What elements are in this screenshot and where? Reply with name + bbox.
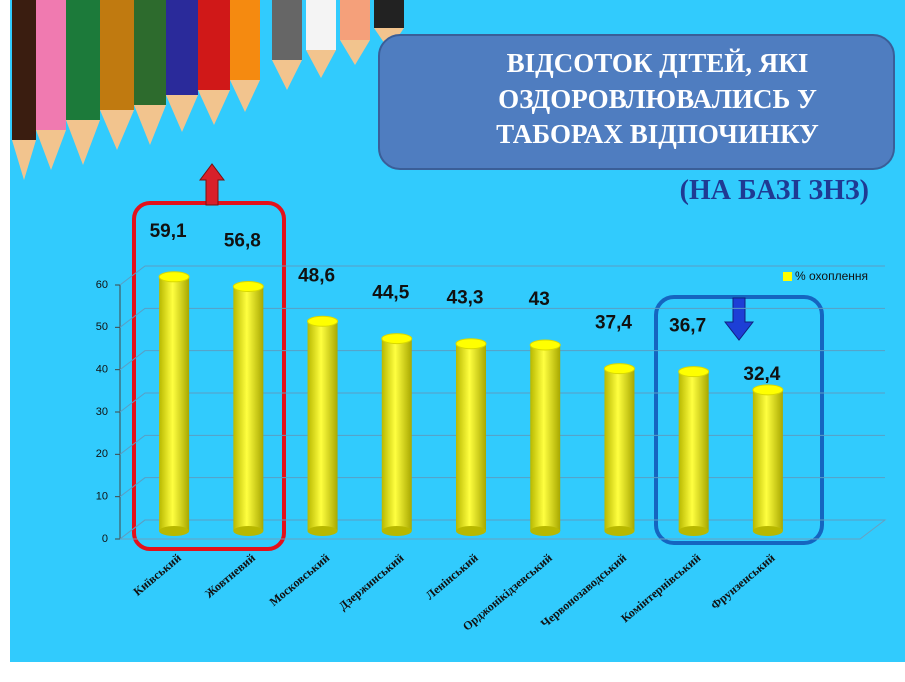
y-tick-label: 20 — [96, 448, 108, 460]
bar-base — [159, 526, 189, 536]
bar — [233, 287, 263, 531]
data-label: 44,5 — [372, 283, 409, 304]
bar-top — [530, 340, 560, 350]
bar — [604, 369, 634, 531]
bar-base — [308, 526, 338, 536]
bar — [308, 321, 338, 531]
data-label: 32,4 — [743, 364, 780, 385]
data-label: 43 — [529, 289, 550, 310]
legend-swatch — [783, 272, 792, 281]
data-label: 36,7 — [669, 316, 706, 337]
bar — [530, 345, 560, 531]
bar-base — [753, 526, 783, 536]
bar-base — [233, 526, 263, 536]
data-label: 59,1 — [150, 221, 187, 242]
bar-base — [456, 526, 486, 536]
bar-base — [382, 526, 412, 536]
chart-title: ВІДСОТОК ДІТЕЙ, ЯКІ ОЗДОРОВЛЮВАЛИСЬ У ТА… — [496, 48, 819, 149]
data-label: 48,6 — [298, 265, 335, 286]
chart-subtitle: (НА БАЗІ ЗНЗ) — [680, 175, 869, 207]
data-label: 43,3 — [447, 288, 484, 309]
bar — [456, 344, 486, 531]
bar-top — [753, 385, 783, 395]
bar-top — [159, 272, 189, 282]
bar — [753, 390, 783, 531]
legend-label: % охоплення — [795, 269, 868, 283]
bar-top — [308, 316, 338, 326]
bar — [679, 372, 709, 531]
y-tick-label: 0 — [102, 533, 108, 545]
bar-top — [233, 282, 263, 292]
y-tick-label: 30 — [96, 406, 108, 418]
bar-top — [679, 367, 709, 377]
data-label: 37,4 — [595, 313, 632, 334]
bar — [382, 339, 412, 531]
page: 0102030405060Київський59,1Жовтневий56,8М… — [0, 0, 905, 682]
bar-top — [604, 364, 634, 374]
title-box: ВІДСОТОК ДІТЕЙ, ЯКІ ОЗДОРОВЛЮВАЛИСЬ У ТА… — [378, 34, 895, 170]
data-label: 56,8 — [224, 231, 261, 252]
bar — [159, 277, 189, 531]
y-tick-label: 10 — [96, 491, 108, 503]
bar-top — [456, 339, 486, 349]
bar-base — [679, 526, 709, 536]
bar-top — [382, 334, 412, 344]
y-tick-label: 40 — [96, 364, 108, 376]
bar-base — [530, 526, 560, 536]
y-tick-label: 50 — [96, 321, 108, 333]
bar-base — [604, 526, 634, 536]
y-tick-label: 60 — [96, 279, 108, 291]
